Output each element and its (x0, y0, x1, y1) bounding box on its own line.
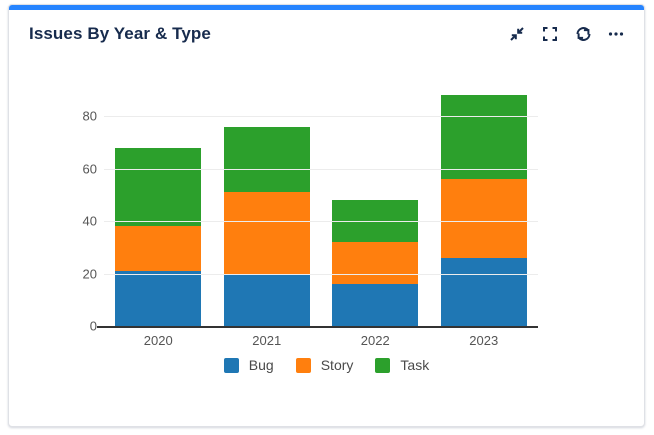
bar-segment-2021-task[interactable] (223, 126, 310, 193)
fullscreen-button[interactable] (540, 24, 560, 44)
card-accent-bar (9, 5, 644, 10)
y-tick-label-0: 0 (89, 318, 97, 334)
bar-stack-2020 (115, 147, 202, 326)
legend-swatch-bug (223, 357, 239, 373)
legend-item-bug[interactable]: Bug (223, 357, 274, 373)
page-title: Issues By Year & Type (29, 24, 211, 43)
bar-segment-2021-bug[interactable] (223, 273, 310, 326)
fullscreen-icon (541, 25, 559, 43)
bar-segment-2023-task[interactable] (440, 95, 527, 180)
zero-tick-mark (97, 326, 104, 328)
gridline-40 (104, 221, 538, 223)
bar-segment-2022-story[interactable] (332, 242, 419, 285)
legend-swatch-story (295, 357, 311, 373)
legend-label-bug: Bug (248, 357, 274, 373)
y-tick-label-20: 20 (82, 266, 97, 282)
bars-container (104, 93, 538, 326)
legend-item-story[interactable]: Story (295, 357, 354, 373)
collapse-icon (508, 25, 526, 43)
gridline-60 (104, 168, 538, 170)
bar-segment-2023-bug[interactable] (440, 257, 527, 326)
card-header: Issues By Year & Type (9, 10, 644, 44)
bar-segment-2021-story[interactable] (223, 192, 310, 274)
bar-segment-2020-task[interactable] (115, 147, 202, 227)
legend-label-task: Task (400, 357, 430, 373)
bar-segment-2020-story[interactable] (115, 226, 202, 271)
gridline-80 (104, 116, 538, 118)
plot-area (97, 93, 538, 328)
ellipsis-icon (607, 25, 625, 43)
x-tick-label-2022: 2022 (360, 333, 390, 348)
x-tick-label-2021: 2021 (252, 333, 282, 348)
gridline-20 (104, 273, 538, 275)
more-options-button[interactable] (606, 24, 626, 44)
refresh-icon (574, 25, 593, 43)
bar-segment-2023-story[interactable] (440, 179, 527, 258)
legend-item-task[interactable]: Task (375, 357, 429, 373)
card-toolbar (507, 24, 626, 44)
bar-segment-2020-bug[interactable] (115, 270, 202, 326)
y-tick-label-40: 40 (82, 213, 97, 229)
bar-stack-2023 (440, 95, 527, 326)
bar-stack-2021 (223, 126, 310, 326)
bar-stack-2022 (332, 200, 419, 326)
collapse-button[interactable] (507, 24, 527, 44)
refresh-button[interactable] (573, 24, 593, 44)
x-tick-label-2023: 2023 (469, 333, 499, 348)
dashboard-gadget-card: Issues By Year & Type (8, 4, 645, 427)
x-axis-labels: 2020 2021 2022 2023 (104, 333, 538, 348)
legend-swatch-task (375, 357, 391, 373)
y-axis: 0 20 40 60 80 (9, 93, 97, 333)
x-tick-label-2020: 2020 (143, 333, 173, 348)
bar-segment-2022-bug[interactable] (332, 284, 419, 326)
legend-label-story: Story (320, 357, 354, 373)
chart-legend: Bug Story Task (9, 357, 644, 373)
y-tick-label-80: 80 (82, 108, 97, 124)
y-tick-label-60: 60 (82, 161, 97, 177)
